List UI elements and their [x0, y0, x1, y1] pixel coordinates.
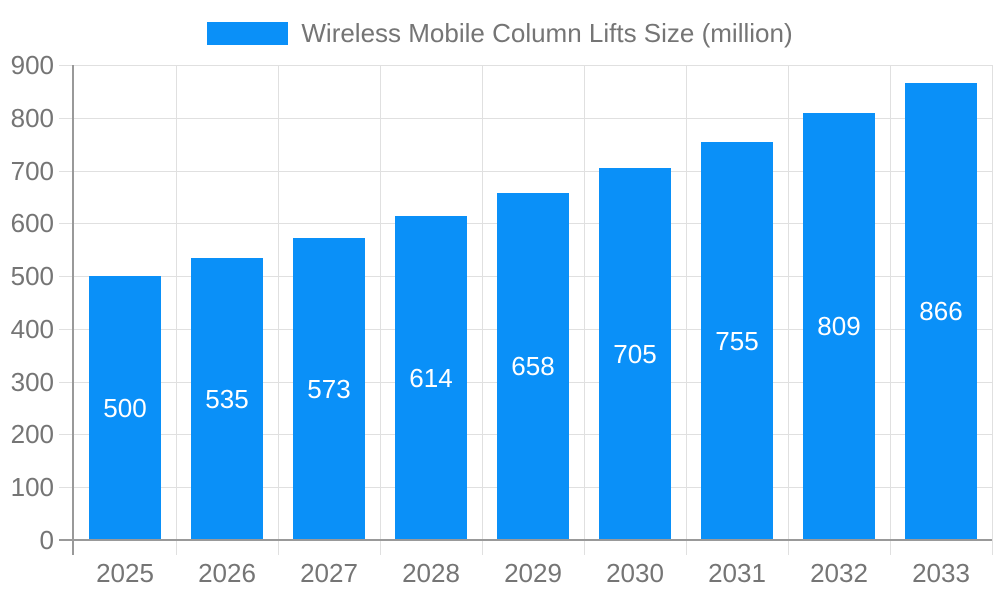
y-axis-tick-label: 600 [10, 208, 54, 238]
gridline-vertical [890, 65, 891, 555]
x-axis-tick-label: 2026 [198, 558, 256, 588]
x-axis-tick-label: 2029 [504, 558, 562, 588]
y-axis-tick-label: 500 [10, 261, 54, 291]
legend[interactable]: Wireless Mobile Column Lifts Size (milli… [0, 18, 1000, 49]
gridline-vertical [176, 65, 177, 555]
legend-label: Wireless Mobile Column Lifts Size (milli… [301, 18, 793, 48]
gridline-vertical [788, 65, 789, 555]
y-axis-tick-label: 100 [10, 472, 54, 502]
bar-value-label: 705 [613, 339, 657, 369]
x-axis-tick-label: 2025 [96, 558, 154, 588]
y-axis-tick-label: 800 [10, 103, 54, 133]
bar[interactable]: 866 [905, 83, 977, 539]
x-axis-line [59, 539, 992, 541]
gridline-horizontal [59, 118, 992, 119]
bar-value-label: 535 [205, 384, 249, 414]
x-axis-tick-label: 2030 [606, 558, 664, 588]
bar[interactable]: 705 [599, 168, 671, 539]
bar[interactable]: 755 [701, 142, 773, 539]
x-axis-tick-label: 2032 [810, 558, 868, 588]
gridline-horizontal [59, 171, 992, 172]
gridline-vertical [686, 65, 687, 555]
gridline-vertical [482, 65, 483, 555]
bar-value-label: 658 [511, 351, 555, 381]
y-axis-tick-label: 0 [39, 525, 54, 555]
bar-value-label: 809 [817, 311, 861, 341]
y-axis-tick-label: 300 [10, 367, 54, 397]
y-axis-tick-label: 700 [10, 156, 54, 186]
gridline-vertical [992, 65, 993, 555]
bar-value-label: 573 [307, 374, 351, 404]
bar[interactable]: 500 [89, 276, 161, 539]
legend-swatch-icon [207, 22, 289, 45]
y-axis-tick-label: 200 [10, 419, 54, 449]
bar-value-label: 866 [919, 296, 963, 326]
bar-value-label: 614 [409, 363, 453, 393]
y-axis-tick-label: 900 [10, 50, 54, 80]
bar-value-label: 500 [103, 393, 147, 423]
x-axis-tick-label: 2033 [912, 558, 970, 588]
gridline-vertical [584, 65, 585, 555]
x-axis-tick-label: 2031 [708, 558, 766, 588]
bar[interactable]: 614 [395, 216, 467, 539]
bar-value-label: 755 [715, 326, 759, 356]
bar[interactable]: 535 [191, 258, 263, 539]
gridline-horizontal [59, 65, 992, 66]
x-axis-tick-label: 2028 [402, 558, 460, 588]
gridline-vertical [278, 65, 279, 555]
bar[interactable]: 809 [803, 113, 875, 539]
bar[interactable]: 573 [293, 238, 365, 539]
gridline-vertical [380, 65, 381, 555]
x-axis-tick-label: 2027 [300, 558, 358, 588]
bar[interactable]: 658 [497, 193, 569, 539]
y-axis-tick-label: 400 [10, 314, 54, 344]
y-axis-line [72, 65, 74, 555]
